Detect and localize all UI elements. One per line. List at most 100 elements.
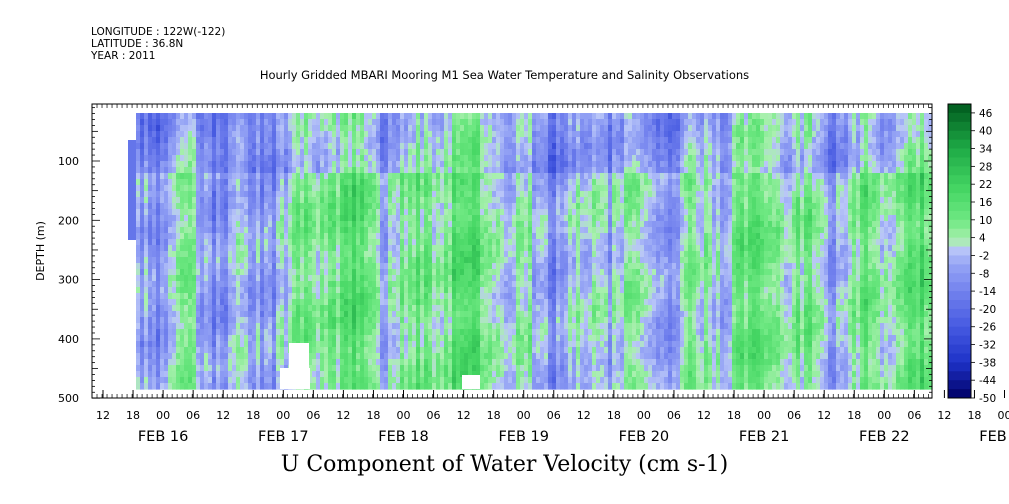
heatmap-cell: [532, 161, 537, 168]
heatmap-cell: [508, 293, 513, 300]
heatmap-cell: [196, 215, 201, 222]
heatmap-cell: [272, 143, 277, 150]
heatmap-cell: [320, 323, 325, 330]
heatmap-cell: [396, 275, 401, 282]
heatmap-cell: [520, 371, 525, 378]
heatmap-cell: [204, 269, 209, 276]
heatmap-cell: [204, 233, 209, 240]
heatmap-cell: [432, 131, 437, 138]
heatmap-cell: [332, 245, 337, 252]
heatmap-cell: [336, 371, 341, 378]
heatmap-cell: [396, 287, 401, 294]
heatmap-cell: [348, 149, 353, 156]
heatmap-cell: [168, 245, 173, 252]
heatmap-cell: [268, 359, 273, 366]
heatmap-cell: [520, 329, 525, 336]
heatmap-cell: [420, 179, 425, 186]
heatmap-cell: [320, 371, 325, 378]
heatmap-cell: [164, 215, 169, 222]
heatmap-cell: [324, 239, 329, 246]
heatmap-cell: [304, 161, 309, 168]
heatmap-cell: [192, 179, 197, 186]
heatmap-cell: [460, 137, 465, 144]
heatmap-cell: [420, 311, 425, 318]
heatmap-cell: [232, 305, 237, 312]
heatmap-cell: [456, 365, 461, 372]
heatmap-cell: [404, 371, 409, 378]
heatmap-cell: [232, 341, 237, 348]
heatmap-cell: [532, 149, 537, 156]
heatmap-cell: [280, 209, 285, 216]
heatmap-cell: [316, 269, 321, 276]
heatmap-cell: [320, 125, 325, 132]
heatmap-cell: [328, 371, 333, 378]
heatmap-cell: [380, 329, 385, 336]
heatmap-cell: [172, 167, 177, 174]
heatmap-cell: [192, 203, 197, 210]
heatmap-cell: [416, 209, 421, 216]
heatmap-cell: [376, 251, 381, 258]
heatmap-cell: [244, 233, 249, 240]
heatmap-cell: [448, 377, 453, 384]
heatmap-cell: [308, 173, 313, 180]
heatmap-cell: [388, 257, 393, 264]
heatmap-cell: [440, 197, 445, 204]
heatmap-cell: [432, 377, 437, 384]
heatmap-cell: [304, 263, 309, 270]
heatmap-cell: [424, 341, 429, 348]
heatmap-cell: [352, 155, 357, 162]
heatmap-cell: [376, 371, 381, 378]
heatmap-cell: [280, 203, 285, 210]
heatmap-cell: [464, 131, 469, 138]
heatmap-cell: [388, 179, 393, 186]
heatmap-cell: [272, 269, 277, 276]
heatmap-cell: [524, 155, 529, 162]
heatmap-cell: [420, 185, 425, 192]
heatmap-cell: [336, 257, 341, 264]
heatmap-cell: [256, 161, 261, 168]
heatmap-cell: [376, 155, 381, 162]
heatmap-cell: [148, 185, 153, 192]
heatmap-cell: [204, 371, 209, 378]
heatmap-cell: [172, 173, 177, 180]
heatmap-cell: [228, 209, 233, 216]
heatmap-cell: [160, 167, 165, 174]
heatmap-cell: [192, 161, 197, 168]
heatmap-cell: [180, 293, 185, 300]
heatmap-cell: [412, 263, 417, 270]
heatmap-cell: [148, 335, 153, 342]
heatmap-cell: [312, 143, 317, 150]
heatmap-cell: [264, 191, 269, 198]
heatmap-cell: [412, 119, 417, 126]
heatmap-cell: [452, 335, 457, 342]
heatmap-cell: [240, 185, 245, 192]
heatmap-cell: [276, 335, 281, 342]
heatmap-cell: [148, 353, 153, 360]
heatmap-cell: [212, 239, 217, 246]
heatmap-cell: [476, 275, 481, 282]
heatmap-cell: [504, 287, 509, 294]
heatmap-cell: [536, 125, 541, 132]
heatmap-cell: [396, 173, 401, 180]
heatmap-cell: [516, 137, 521, 144]
heatmap-cell: [544, 239, 549, 246]
heatmap-cell: [248, 377, 253, 384]
heatmap-cell: [168, 233, 173, 240]
heatmap-cell: [416, 233, 421, 240]
heatmap-cell: [376, 173, 381, 180]
heatmap-cell: [336, 245, 341, 252]
heatmap-cell: [300, 329, 305, 336]
heatmap-cell: [260, 161, 265, 168]
heatmap-cell: [548, 125, 553, 132]
heatmap-cell: [288, 221, 293, 228]
heatmap-cell: [320, 359, 325, 366]
heatmap-cell: [556, 359, 561, 366]
heatmap-cell: [512, 299, 517, 306]
heatmap-cell: [148, 251, 153, 258]
heatmap-cell: [236, 281, 241, 288]
heatmap-cell: [412, 125, 417, 132]
heatmap-cell: [244, 149, 249, 156]
heatmap-cell: [160, 365, 165, 372]
heatmap-cell: [492, 167, 497, 174]
heatmap-cell: [232, 257, 237, 264]
